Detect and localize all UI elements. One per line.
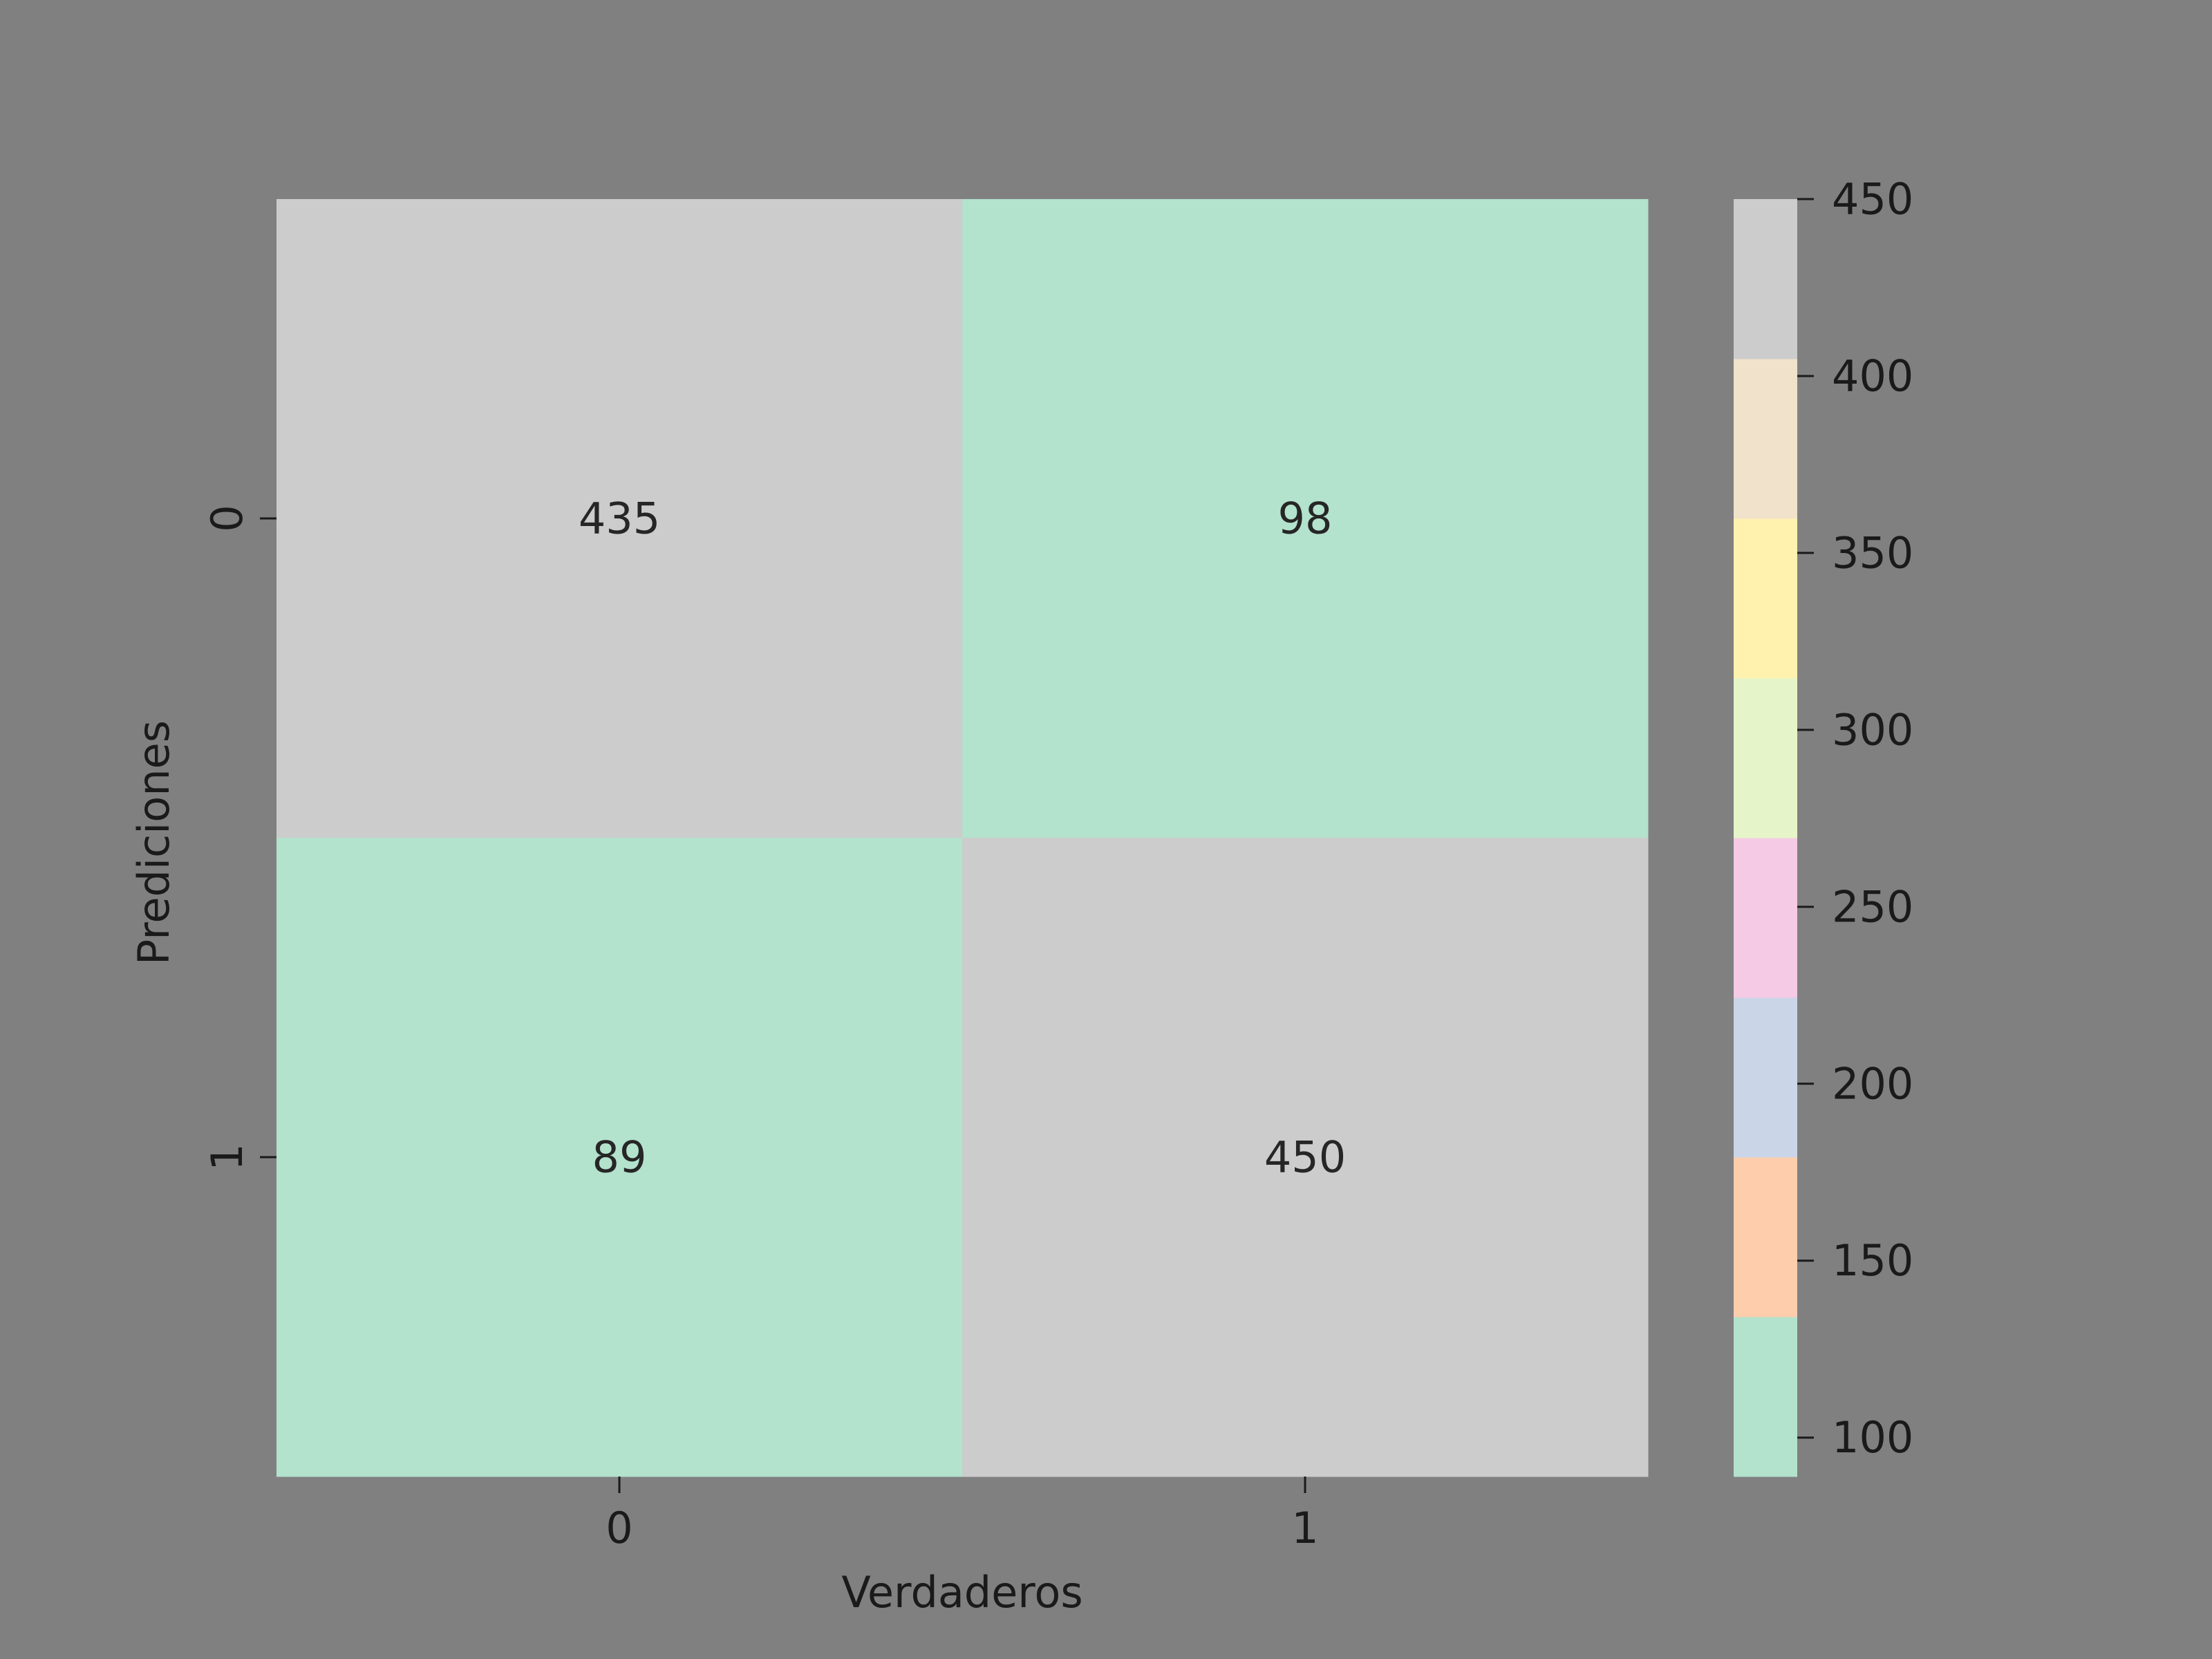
- colorbar-segment: [1734, 838, 1797, 998]
- colorbar-tick-label: 200: [1832, 1058, 1913, 1109]
- colorbar-tick-label: 300: [1832, 704, 1913, 755]
- x-tick-label: 0: [606, 1503, 632, 1553]
- y-tick-label: 0: [202, 505, 252, 532]
- x-axis-label: Verdaderos: [841, 1567, 1082, 1618]
- heatmap-cell-labels: 435 98 89 450: [579, 494, 1346, 1183]
- colorbar-tick-label: 400: [1832, 350, 1913, 401]
- x-tick-label: 1: [1291, 1503, 1318, 1553]
- colorbar-segment: [1734, 997, 1797, 1158]
- colorbar-segment: [1734, 359, 1797, 519]
- colorbar-segment: [1734, 678, 1797, 838]
- colorbar-tick-label: 250: [1832, 881, 1913, 932]
- heatmap-cell: [276, 838, 963, 1477]
- colorbar-tick-label: 150: [1832, 1235, 1913, 1286]
- heatmap-cell: [962, 199, 1649, 838]
- heatmap-cells: [276, 199, 1649, 1477]
- colorbar-tick-label: 100: [1832, 1412, 1913, 1463]
- colorbar-segment: [1734, 1157, 1797, 1318]
- colorbar-tick-label: 450: [1832, 174, 1913, 225]
- y-axis-label: Prediciones: [129, 720, 179, 965]
- heatmap-cell: [962, 838, 1649, 1477]
- colorbar: 100 150 200 250 300 350 400 450: [1734, 174, 1913, 1477]
- y-axis: 01: [202, 505, 276, 1171]
- cell-value-label: 89: [592, 1132, 647, 1183]
- colorbar-segment: [1734, 199, 1797, 359]
- cell-value-label: 450: [1264, 1132, 1346, 1183]
- cell-value-label: 435: [579, 494, 660, 544]
- cell-value-label: 98: [1278, 494, 1333, 544]
- colorbar-segment: [1734, 518, 1797, 679]
- y-tick-label: 1: [202, 1143, 252, 1170]
- colorbar-segment: [1734, 1317, 1797, 1477]
- colorbar-tick-label: 350: [1832, 527, 1913, 578]
- heatmap-cell: [276, 199, 963, 838]
